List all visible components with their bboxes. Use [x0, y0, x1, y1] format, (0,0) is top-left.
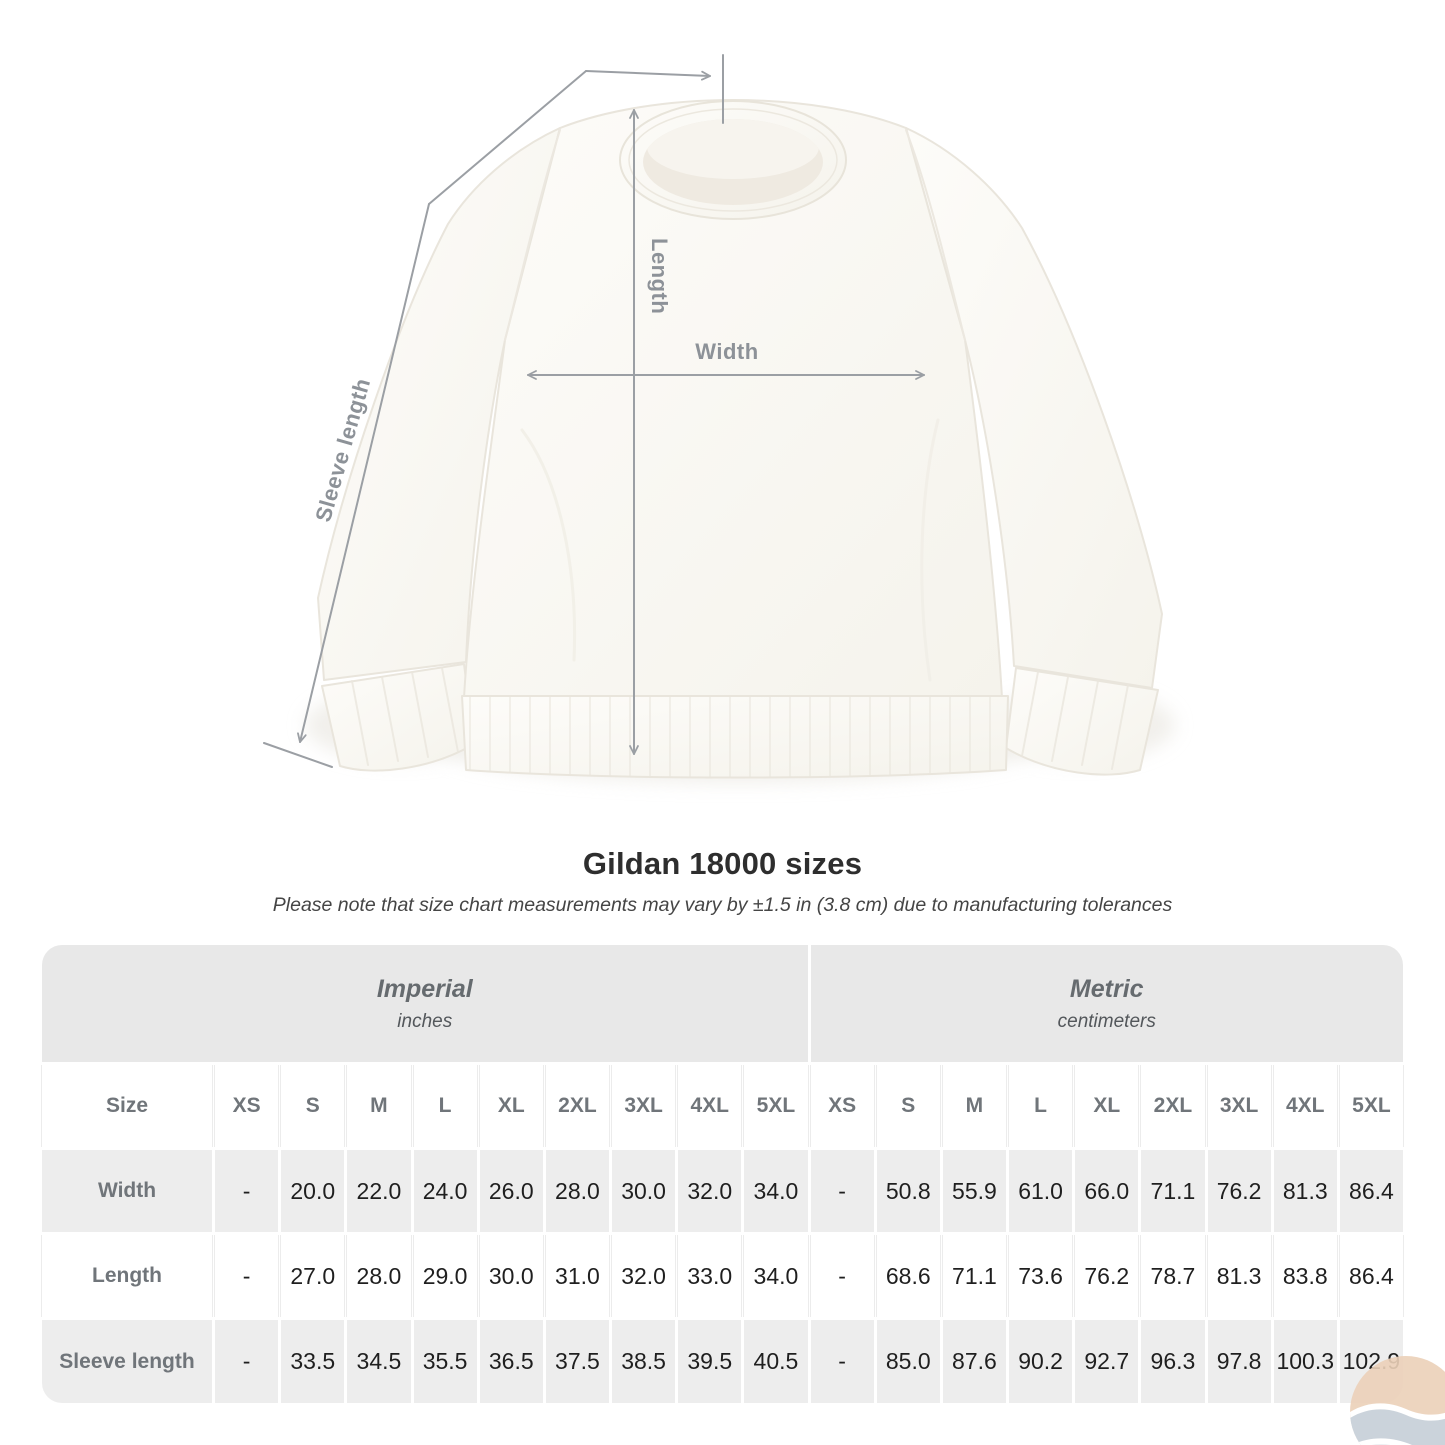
sleeve-end-tick: [263, 742, 333, 768]
table-cell: 33.0: [678, 1235, 742, 1317]
size-col-header: 5XL: [1339, 1065, 1403, 1147]
table-cell: 36.5: [479, 1320, 543, 1403]
shoulder-extension-arrow: [585, 70, 711, 81]
size-col-header: M: [347, 1065, 411, 1147]
table-cell: 34.0: [744, 1235, 808, 1317]
table-cell: -: [810, 1150, 874, 1232]
table-cell: 20.0: [281, 1150, 345, 1232]
table-cell: 73.6: [1009, 1235, 1073, 1317]
table-cell: -: [810, 1320, 874, 1403]
table-cell: 30.0: [612, 1150, 676, 1232]
table-cell: 33.5: [281, 1320, 345, 1403]
imperial-unit: inches: [397, 1010, 453, 1032]
table-cell: 34.5: [347, 1320, 411, 1403]
table-cell: 100.3: [1273, 1320, 1337, 1403]
tolerance-note: Please note that size chart measurements…: [272, 894, 1173, 916]
table-cell: 68.6: [876, 1235, 940, 1317]
row-label: Length: [42, 1235, 212, 1317]
metric-unit: centimeters: [1057, 1010, 1156, 1032]
row-label: Width: [42, 1150, 212, 1232]
title-block: Gildan 18000 sizes Please note that size…: [0, 846, 1445, 917]
metric-header: Metric centimeters: [810, 945, 1403, 1062]
table-cell: -: [215, 1320, 279, 1403]
size-col-header: L: [1009, 1065, 1073, 1147]
table-cell: 32.0: [678, 1150, 742, 1232]
imperial-title: Imperial: [376, 974, 473, 1003]
table-cell: 27.0: [281, 1235, 345, 1317]
table-cell: 32.0: [612, 1235, 676, 1317]
size-col-header: 2XL: [545, 1065, 609, 1147]
table-cell: 34.0: [744, 1150, 808, 1232]
table-cell: -: [215, 1235, 279, 1317]
size-col-header: 4XL: [1273, 1065, 1337, 1147]
size-col-header: 3XL: [612, 1065, 676, 1147]
size-col-header: L: [413, 1065, 477, 1147]
table-cell: -: [215, 1150, 279, 1232]
size-col-header: S: [876, 1065, 940, 1147]
metric-title: Metric: [1069, 974, 1144, 1003]
imperial-header: Imperial inches: [42, 945, 808, 1062]
table-cell: 39.5: [678, 1320, 742, 1403]
table-cell: 71.1: [1141, 1150, 1205, 1232]
table-cell: 31.0: [545, 1235, 609, 1317]
table-cell: 92.7: [1075, 1320, 1139, 1403]
table-cell: 81.3: [1207, 1235, 1271, 1317]
table-cell: 50.8: [876, 1150, 940, 1232]
table-cell: 66.0: [1075, 1150, 1139, 1232]
table-cell: 55.9: [942, 1150, 1006, 1232]
table-cell: 35.5: [413, 1320, 477, 1403]
table-cell: 97.8: [1207, 1320, 1271, 1403]
length-label: Length: [647, 238, 672, 314]
size-col-header: 5XL: [744, 1065, 808, 1147]
table-cell: 40.5: [744, 1320, 808, 1403]
table-cell: 26.0: [479, 1150, 543, 1232]
size-col-header: 3XL: [1207, 1065, 1271, 1147]
table-cell: -: [810, 1235, 874, 1317]
table-cell: 86.4: [1339, 1235, 1403, 1317]
size-col-header: S: [281, 1065, 345, 1147]
table-cell: 76.2: [1207, 1150, 1271, 1232]
width-label: Width: [695, 339, 758, 364]
size-col-header: 2XL: [1141, 1065, 1205, 1147]
size-col-header: XS: [215, 1065, 279, 1147]
row-label: Sleeve length: [42, 1320, 212, 1403]
table-cell: 96.3: [1141, 1320, 1205, 1403]
table-cell: 78.7: [1141, 1235, 1205, 1317]
table-cell: 83.8: [1273, 1235, 1337, 1317]
size-col-header: XS: [810, 1065, 874, 1147]
table-cell: 38.5: [612, 1320, 676, 1403]
table-cell: 86.4: [1339, 1150, 1403, 1232]
sleeve-line-upper: [428, 70, 587, 205]
size-row-label: Size: [42, 1065, 212, 1147]
sleeve-line-lower: [297, 203, 430, 743]
sweatshirt-illustration: [317, 99, 1163, 779]
table-cell: 76.2: [1075, 1235, 1139, 1317]
table-cell: 30.0: [479, 1235, 543, 1317]
table-cell: 37.5: [545, 1320, 609, 1403]
measurement-arrows: [263, 54, 925, 768]
size-col-header: XL: [1075, 1065, 1139, 1147]
table-cell: 61.0: [1009, 1150, 1073, 1232]
table-cell: 28.0: [545, 1150, 609, 1232]
table-cell: 87.6: [942, 1320, 1006, 1403]
size-col-header: 4XL: [678, 1065, 742, 1147]
table-cell: 71.1: [942, 1235, 1006, 1317]
size-table: Imperial inches Metric centimeters Size …: [42, 945, 1403, 1403]
sweatshirt-size-diagram: Width Length Sleeve length: [263, 54, 1175, 783]
table-cell: 85.0: [876, 1320, 940, 1403]
table-cell: 24.0: [413, 1150, 477, 1232]
size-col-header: XL: [479, 1065, 543, 1147]
table-cell: 28.0: [347, 1235, 411, 1317]
table-cell: 90.2: [1009, 1320, 1073, 1403]
table-cell: 22.0: [347, 1150, 411, 1232]
size-col-header: M: [942, 1065, 1006, 1147]
table-cell: 29.0: [413, 1235, 477, 1317]
page-title: Gildan 18000 sizes: [582, 846, 863, 881]
table-cell: 81.3: [1273, 1150, 1337, 1232]
